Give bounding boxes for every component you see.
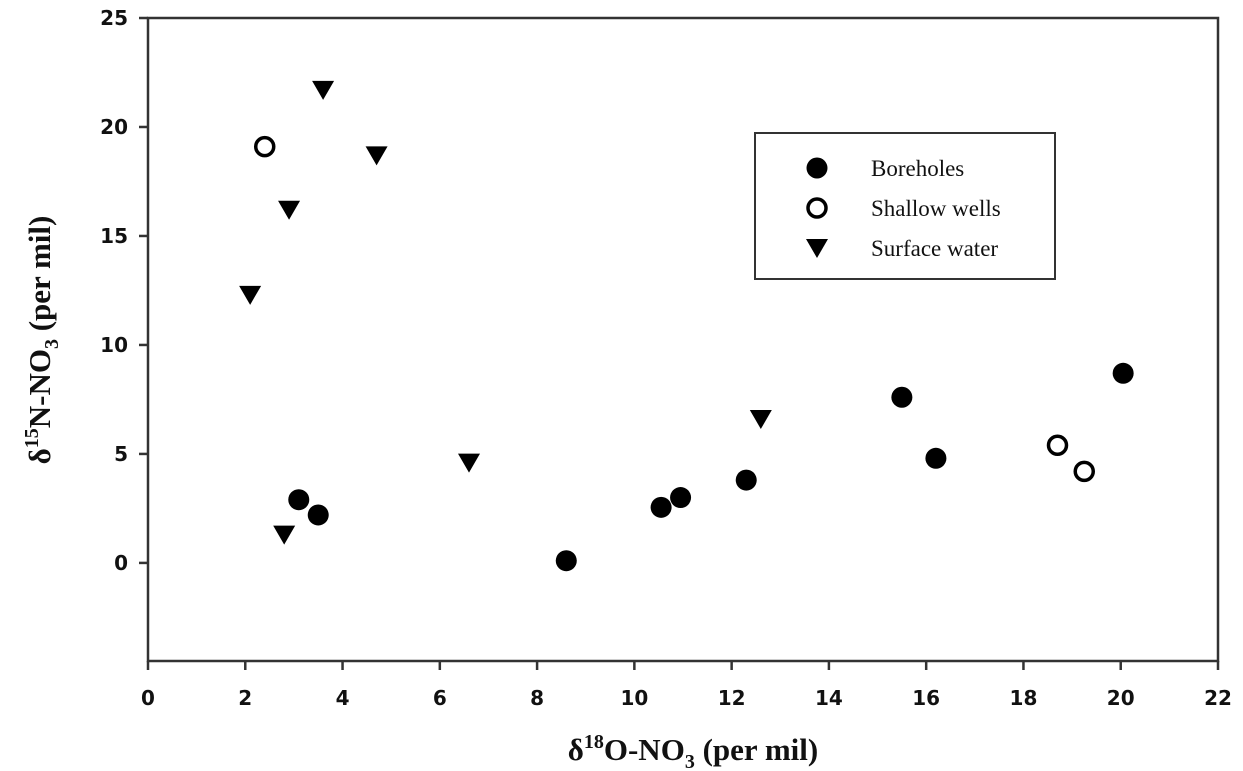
shallow-wells-point <box>253 135 276 158</box>
surface-water-point <box>278 200 301 220</box>
y-tick-label: 0 <box>114 551 128 575</box>
x-tick-label: 16 <box>912 686 940 710</box>
boreholes-point <box>650 496 672 518</box>
surface-water-point <box>239 285 262 305</box>
boreholes-point <box>555 550 577 572</box>
shallow-wells-point <box>1046 434 1069 456</box>
surface-water-point <box>365 146 388 166</box>
shallow-wells-point <box>1073 460 1095 483</box>
legend-marker-boreholes <box>806 157 828 179</box>
legend-marker-surface-water <box>806 239 828 258</box>
x-tick-label: 12 <box>718 686 746 710</box>
legend-label-boreholes: Boreholes <box>871 156 964 181</box>
legend-label-shallow-wells: Shallow wells <box>871 196 1001 221</box>
boreholes-point <box>735 469 757 491</box>
x-axis-title: δ18O-NO3 (per mil) <box>568 731 818 771</box>
surface-water-point <box>458 453 480 473</box>
boreholes-point <box>891 386 913 408</box>
y-tick-label: 10 <box>100 333 128 357</box>
y-tick-label: 15 <box>100 224 128 248</box>
x-axis: 0 2 4 6 8 10 12 14 16 18 20 22 <box>141 661 1232 710</box>
boreholes-point <box>1112 362 1134 384</box>
x-tick-label: 22 <box>1204 686 1232 710</box>
x-tick-label: 2 <box>238 686 252 710</box>
x-tick-label: 18 <box>1010 686 1038 710</box>
boreholes-point <box>288 489 310 511</box>
surface-water-point <box>273 525 296 545</box>
legend-label-surface-water: Surface water <box>871 236 998 261</box>
y-tick-label: 20 <box>100 115 128 139</box>
boreholes-point <box>925 447 947 469</box>
y-axis: 0 5 10 15 20 25 <box>100 6 148 575</box>
y-tick-label: 25 <box>100 6 128 30</box>
legend: Boreholes Shallow wells Surface water <box>754 132 1056 280</box>
x-tick-label: 14 <box>815 686 843 710</box>
y-axis-title: δ15N-NO3 (per mil) <box>21 216 63 465</box>
y-tick-label: 5 <box>114 442 128 466</box>
x-tick-label: 0 <box>141 686 155 710</box>
plot-frame <box>146 16 1220 663</box>
legend-box <box>754 132 1056 280</box>
boreholes-point <box>670 487 692 509</box>
data-points <box>239 80 1134 572</box>
legend-marker-shallow-wells <box>806 197 828 219</box>
x-tick-label: 6 <box>433 686 447 710</box>
x-tick-label: 8 <box>530 686 544 710</box>
boreholes-point <box>307 504 329 526</box>
surface-water-point <box>312 80 335 100</box>
surface-water-point <box>749 410 772 430</box>
x-tick-label: 4 <box>336 686 350 710</box>
x-tick-label: 10 <box>620 686 648 710</box>
x-tick-label: 20 <box>1107 686 1135 710</box>
